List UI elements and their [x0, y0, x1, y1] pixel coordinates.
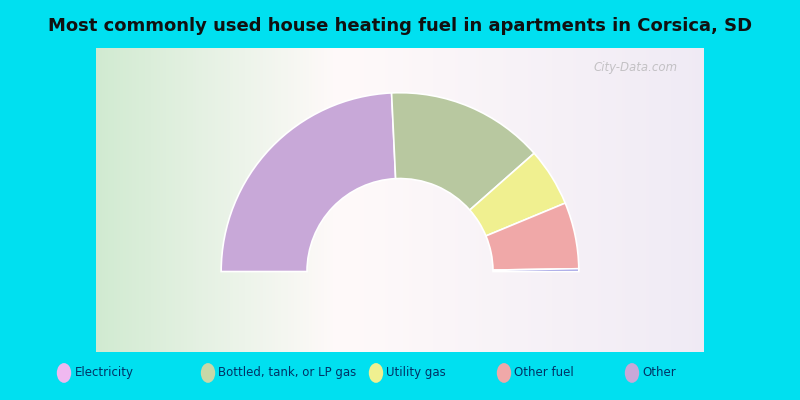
Text: Utility gas: Utility gas [386, 366, 446, 380]
Text: Most commonly used house heating fuel in apartments in Corsica, SD: Most commonly used house heating fuel in… [48, 17, 752, 35]
Text: Other fuel: Other fuel [514, 366, 574, 380]
Wedge shape [391, 93, 534, 210]
Wedge shape [486, 203, 579, 270]
Ellipse shape [201, 363, 215, 383]
Ellipse shape [625, 363, 639, 383]
Text: City-Data.com: City-Data.com [593, 60, 677, 74]
Wedge shape [221, 93, 396, 272]
Ellipse shape [57, 363, 71, 383]
Text: Electricity: Electricity [74, 366, 134, 380]
Text: Other: Other [642, 366, 676, 380]
Text: Bottled, tank, or LP gas: Bottled, tank, or LP gas [218, 366, 357, 380]
Wedge shape [493, 269, 579, 272]
Wedge shape [470, 153, 566, 236]
Ellipse shape [369, 363, 383, 383]
Ellipse shape [497, 363, 511, 383]
